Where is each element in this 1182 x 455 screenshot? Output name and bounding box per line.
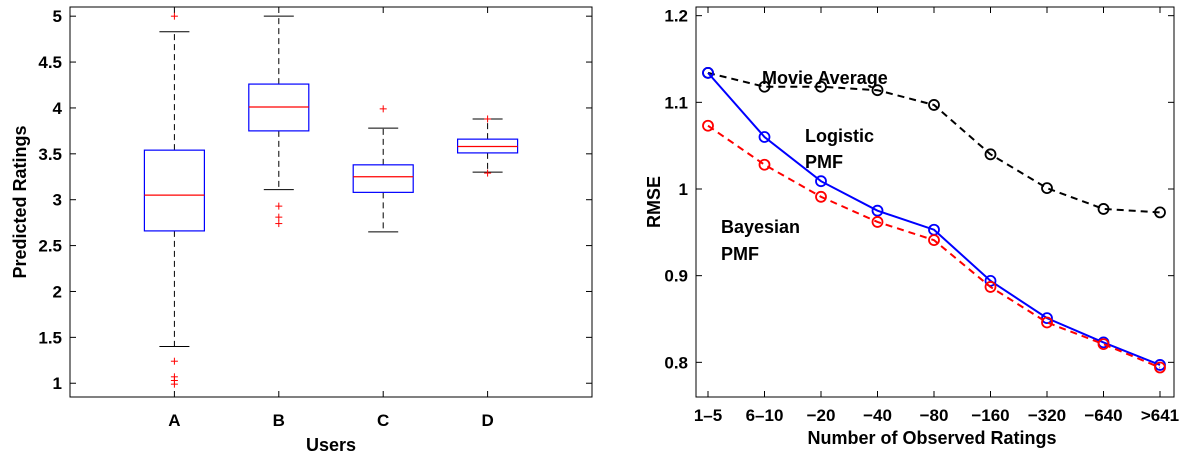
rmse-x-tick-label: −20	[807, 406, 836, 425]
box-C	[352, 105, 414, 233]
outlier-marker	[484, 115, 492, 123]
rmse-x-tick-label: −40	[863, 406, 892, 425]
series-point	[1097, 338, 1110, 351]
iqr-box	[143, 149, 205, 232]
series-point	[1041, 182, 1053, 195]
rmse-x-tick-label: −640	[1084, 406, 1122, 425]
iqr-box	[352, 164, 414, 193]
series-point	[871, 216, 884, 228]
series-point	[758, 80, 771, 93]
boxplot-x-ticks: A B C D	[168, 7, 494, 430]
rmse-y-tick-label: 1.2	[664, 7, 688, 26]
boxplot-x-tick-label: C	[377, 411, 389, 430]
series-point	[758, 158, 771, 171]
series-line	[707, 71, 1161, 214]
boxplot-y-tick-label: 1	[53, 374, 62, 393]
annotation-movie-average: Movie Average	[762, 68, 888, 88]
series-line	[707, 72, 1161, 366]
annotation-bayesian-line2: PMF	[721, 244, 759, 264]
boxplot-axes-frame	[69, 6, 593, 398]
series-point	[984, 148, 997, 161]
rmse-y-axis-label: RMSE	[644, 176, 664, 228]
outlier-marker	[379, 105, 387, 113]
boxplot-x-tick-label: A	[168, 411, 180, 430]
series-point	[871, 84, 884, 97]
series-point	[984, 281, 997, 293]
outlier-marker	[275, 213, 283, 221]
rmse-series	[702, 66, 1166, 374]
boxplot-y-tick-label: 1.5	[38, 328, 62, 347]
boxplot-y-ticks: 1 1.5 2 2.5 3 3.5 4 4.5 5	[38, 7, 592, 393]
rmse-y-tick-label: 1	[679, 180, 688, 199]
series-point	[702, 66, 714, 79]
series-point	[815, 175, 827, 188]
rmse-y-tick-label: 1.1	[664, 93, 688, 112]
series-line	[707, 124, 1161, 369]
boxplot-y-tick-label: 3	[53, 191, 62, 210]
boxplot-y-axis-label: Predicted Ratings	[10, 125, 30, 278]
boxplot-panel: 1 1.5 2 2.5 3 3.5 4 4.5 5 A B C D Users Predicted R…	[10, 6, 593, 455]
series-bayesian-pmf	[702, 119, 1166, 374]
rmse-y-tick-label: 0.8	[664, 353, 688, 372]
annotation-logistic-line1: Logistic	[805, 126, 874, 146]
box-B	[248, 15, 310, 228]
series-point	[928, 99, 940, 111]
rmse-x-tick-label: 6–10	[746, 406, 784, 425]
rmse-x-tick-label: −320	[1028, 406, 1066, 425]
rmse-y-ticks: 0.8 0.9 1 1.1 1.2	[664, 7, 1174, 372]
series-point	[1154, 361, 1166, 374]
outlier-marker	[275, 202, 283, 210]
rmse-x-axis-label: Number of Observed Ratings	[807, 428, 1056, 448]
box-A	[143, 12, 205, 388]
series-point	[815, 190, 827, 203]
boxplot-x-tick-label: D	[481, 411, 493, 430]
series-point	[815, 80, 827, 93]
rmse-x-tick-label: −160	[971, 406, 1009, 425]
series-point	[871, 204, 884, 217]
series-point	[928, 234, 940, 247]
boxplot-y-tick-label: 4	[53, 99, 63, 118]
rmse-axes-frame	[695, 6, 1175, 398]
box-D	[457, 115, 519, 177]
rmse-x-tick-label: >641	[1141, 406, 1179, 425]
rmse-panel: 0.8 0.9 1 1.1 1.2 1–5 6–10 −20 −40 −80 −160 −320 −6…	[644, 6, 1179, 448]
series-point	[702, 119, 714, 132]
outlier-marker	[170, 357, 178, 365]
boxplot-y-tick-label: 3.5	[38, 145, 62, 164]
boxplot-y-tick-label: 5	[53, 7, 62, 26]
boxplot-y-tick-label: 4.5	[38, 53, 62, 72]
series-point	[1041, 316, 1053, 329]
series-point	[758, 131, 771, 143]
boxplot-x-axis-label: Users	[306, 435, 356, 455]
outlier-marker	[275, 220, 283, 228]
series-point	[1041, 312, 1053, 325]
rmse-x-ticks: 1–5 6–10 −20 −40 −80 −160 −320 −640 >641	[694, 7, 1179, 425]
boxplot-x-tick-label: B	[273, 411, 285, 430]
boxplot-y-tick-label: 2.5	[38, 237, 62, 256]
outlier-marker	[170, 12, 178, 20]
boxplot-boxes	[143, 12, 519, 388]
series-point	[1154, 206, 1166, 219]
annotation-logistic-line2: PMF	[805, 152, 843, 172]
rmse-x-tick-label: 1–5	[694, 406, 722, 425]
series-point	[1097, 203, 1110, 215]
rmse-x-tick-label: −80	[920, 406, 949, 425]
annotation-bayesian-line1: Bayesian	[721, 217, 800, 237]
outlier-marker	[484, 169, 492, 177]
rmse-y-tick-label: 0.9	[664, 267, 688, 286]
boxplot-y-tick-label: 2	[53, 282, 62, 301]
outlier-marker	[170, 380, 178, 388]
